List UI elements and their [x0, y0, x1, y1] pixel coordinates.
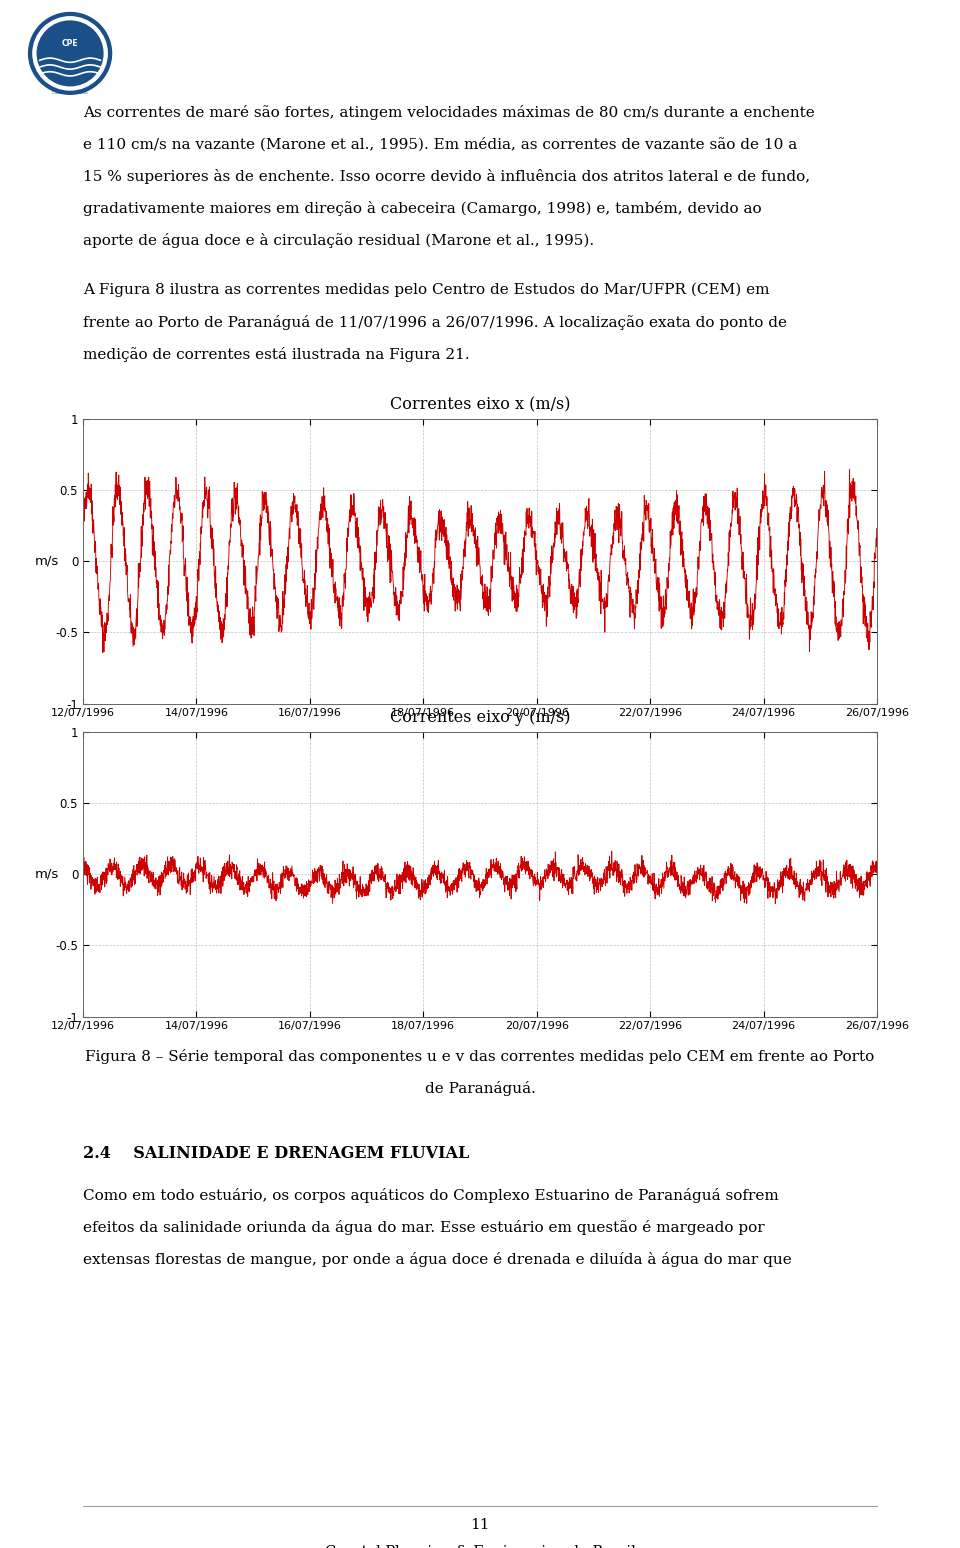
Y-axis label: m/s: m/s — [36, 554, 60, 568]
Circle shape — [29, 12, 111, 94]
Text: efeitos da salinidade oriunda da água do mar. Esse estuário em questão é margead: efeitos da salinidade oriunda da água do… — [83, 1220, 764, 1235]
Text: Figura 8 – Série temporal das componentes u e v das correntes medidas pelo CEM e: Figura 8 – Série temporal das componente… — [85, 1048, 875, 1063]
Text: de Paranáguá.: de Paranáguá. — [424, 1081, 536, 1096]
Text: extensas florestas de mangue, por onde a água doce é drenada e diluída à água do: extensas florestas de mangue, por onde a… — [83, 1252, 792, 1268]
Text: 11: 11 — [470, 1519, 490, 1533]
Text: frente ao Porto de Paranáguá de 11/07/1996 a 26/07/1996. A localização exata do : frente ao Porto de Paranáguá de 11/07/19… — [83, 314, 787, 330]
Text: Como em todo estuário, os corpos aquáticos do Complexo Estuarino de Paranáguá so: Como em todo estuário, os corpos aquátic… — [83, 1189, 779, 1203]
Title: Correntes eixo y (m/s): Correntes eixo y (m/s) — [390, 709, 570, 726]
Circle shape — [33, 17, 108, 90]
Title: Correntes eixo x (m/s): Correntes eixo x (m/s) — [390, 396, 570, 413]
Text: gradativamente maiores em direção à cabeceira (Camargo, 1998) e, também, devido : gradativamente maiores em direção à cabe… — [83, 201, 761, 217]
Text: e 110 cm/s na vazante (Marone et al., 1995). Em média, as correntes de vazante s: e 110 cm/s na vazante (Marone et al., 19… — [83, 138, 797, 152]
Text: 15 % superiores às de enchente. Isso ocorre devido à influência dos atritos late: 15 % superiores às de enchente. Isso oco… — [83, 169, 810, 184]
Text: medição de correntes está ilustrada na Figura 21.: medição de correntes está ilustrada na F… — [83, 347, 469, 362]
Text: 2.4    SALINIDADE E DRENAGEM FLUVIAL: 2.4 SALINIDADE E DRENAGEM FLUVIAL — [83, 1146, 469, 1163]
Text: As correntes de maré são fortes, atingem velocidades máximas de 80 cm/s durante : As correntes de maré são fortes, atingem… — [83, 105, 815, 121]
Text: Coastal Planning & Engineering do Brasil: Coastal Planning & Engineering do Brasil — [324, 1545, 636, 1548]
Text: COASTAL PLANNING: COASTAL PLANNING — [53, 91, 87, 94]
Text: A Figura 8 ilustra as correntes medidas pelo Centro de Estudos do Mar/UFPR (CEM): A Figura 8 ilustra as correntes medidas … — [83, 283, 770, 297]
Text: CPE: CPE — [61, 39, 79, 48]
Circle shape — [37, 22, 103, 85]
Y-axis label: m/s: m/s — [36, 867, 60, 881]
Text: aporte de água doce e à circulação residual (Marone et al., 1995).: aporte de água doce e à circulação resid… — [83, 234, 594, 248]
